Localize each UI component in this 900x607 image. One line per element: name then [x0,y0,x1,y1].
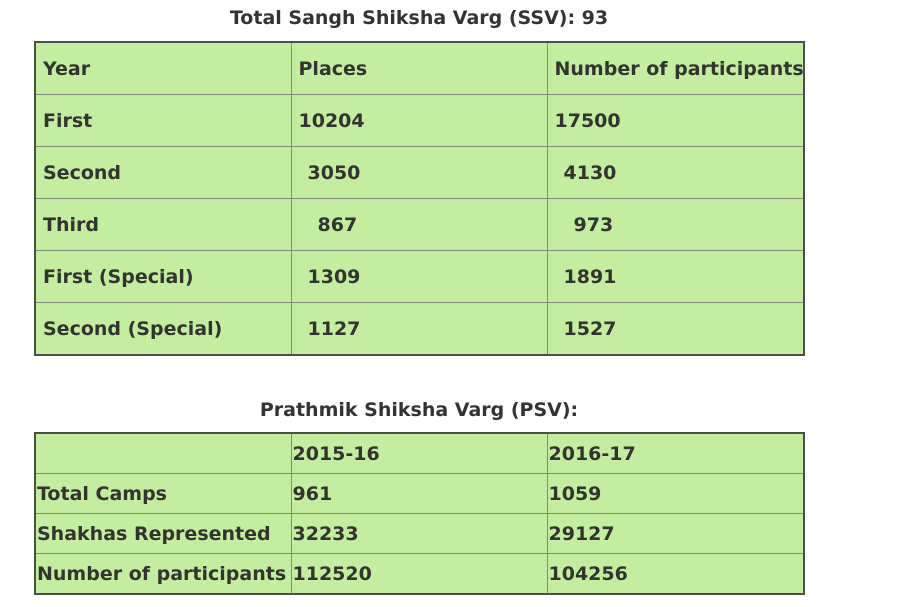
row-label-cell: Number of participants [34,553,292,595]
column-header-blank [34,432,292,474]
value-2016-17-cell: 104256 [546,553,805,595]
row-label-cell: Total Camps [34,473,292,514]
column-header-2016-17: 2016-17 [546,432,805,474]
table-header-row: 2015-16 2016-17 [34,432,805,474]
participants-cell: 17500 [546,94,805,147]
places-cell: 3050 [290,146,548,199]
value-2015-16-cell: 961 [290,473,548,514]
participants-cell: 1527 [546,302,805,356]
year-cell: Third [34,198,292,251]
ssv-table: Year Places Number of participants First… [34,41,805,356]
places-cell: 867 [290,198,548,251]
psv-table: 2015-16 2016-17 Total Camps 961 1059 Sha… [34,432,805,595]
participants-cell: 1891 [546,250,805,303]
places-cell: 1127 [290,302,548,356]
participants-cell: 4130 [546,146,805,199]
participants-cell: 973 [546,198,805,251]
table-row: First 10204 17500 [34,94,805,147]
table-row: Second (Special) 1127 1527 [34,302,805,356]
places-cell: 1309 [290,250,548,303]
column-header-participants: Number of participants [546,41,805,95]
row-label-cell: Shakhas Represented [34,513,292,554]
table-row: Second 3050 4130 [34,146,805,199]
column-header-places: Places [290,41,548,95]
table-row: Total Camps 961 1059 [34,473,805,514]
table-row: First (Special) 1309 1891 [34,250,805,303]
column-header-2015-16: 2015-16 [290,432,548,474]
psv-table-title: Prathmik Shiksha Varg (PSV): [259,399,579,421]
column-header-year: Year [34,41,292,95]
year-cell: Second (Special) [34,302,292,356]
table-row: Number of participants 112520 104256 [34,553,805,595]
table-row: Third 867 973 [34,198,805,251]
value-2015-16-cell: 32233 [290,513,548,554]
year-cell: Second [34,146,292,199]
value-2015-16-cell: 112520 [290,553,548,595]
year-cell: First (Special) [34,250,292,303]
ssv-table-title: Total Sangh Shiksha Varg (SSV): 93 [229,7,609,29]
value-2016-17-cell: 1059 [546,473,805,514]
year-cell: First [34,94,292,147]
value-2016-17-cell: 29127 [546,513,805,554]
table-row: Shakhas Represented 32233 29127 [34,513,805,554]
table-header-row: Year Places Number of participants [34,41,805,95]
places-cell: 10204 [290,94,548,147]
